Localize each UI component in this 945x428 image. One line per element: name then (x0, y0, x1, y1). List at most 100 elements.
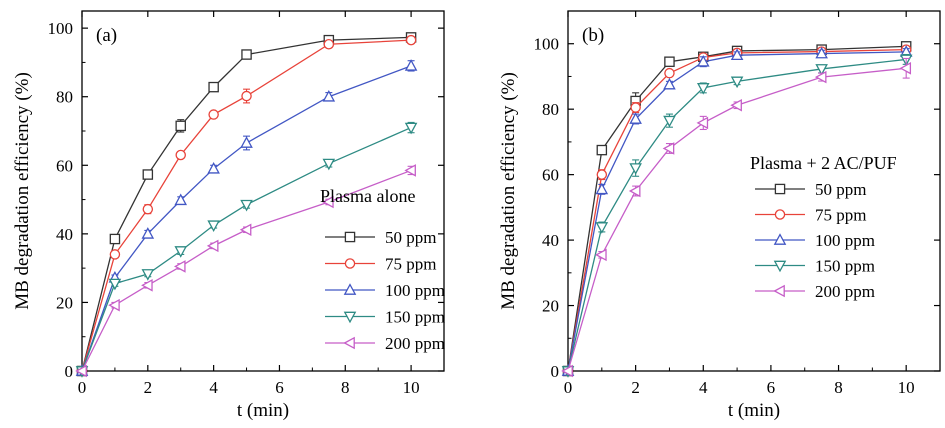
series-line (567, 51, 907, 372)
y-tick-label: 60 (56, 156, 73, 175)
legend-marker (343, 283, 357, 295)
data-point (109, 233, 121, 245)
legend-marker (773, 284, 785, 298)
data-point (664, 67, 675, 79)
y-tick-label: 20 (56, 293, 73, 312)
series-100-ppm (75, 59, 418, 376)
data-point (404, 59, 418, 71)
series-line (81, 65, 412, 372)
legend-label: 50 ppm (815, 180, 866, 199)
legend-label: 150 ppm (385, 308, 445, 327)
y-tick-label: 20 (542, 297, 559, 316)
data-point (662, 142, 675, 155)
data-point (208, 109, 219, 120)
data-point (730, 76, 744, 89)
legend-item: 100 ppm (325, 281, 445, 300)
data-point (141, 269, 155, 281)
data-point (241, 90, 252, 102)
legend: Plasma alone 50 ppm 75 ppm 100 ppm 150 ppm 20… (320, 186, 445, 353)
legend: Plasma + 2 AC/PUF 50 ppm 75 ppm 100 ppm 150 … (750, 153, 897, 301)
data-point (596, 144, 608, 156)
data-point (174, 246, 188, 258)
y-tick-label: 0 (65, 362, 74, 381)
legend-item: 150 ppm (325, 308, 445, 327)
data-point (595, 248, 607, 262)
series-line (567, 67, 907, 372)
data-point (141, 227, 155, 239)
legend-label: 200 ppm (385, 334, 445, 353)
data-point (175, 149, 186, 161)
series-line (567, 48, 907, 372)
data-point (696, 83, 710, 95)
data-point (630, 102, 641, 113)
series-line (81, 126, 412, 372)
data-point (173, 260, 186, 273)
data-point (322, 158, 336, 171)
data-point (696, 116, 709, 130)
y-tick-label: 100 (48, 19, 74, 38)
x-tick-label: 8 (341, 378, 350, 397)
panel-label: (a) (96, 25, 117, 46)
data-point (241, 49, 252, 60)
series-line (567, 45, 907, 372)
y-tick-label: 80 (56, 88, 73, 107)
x-tick-label: 2 (144, 378, 153, 397)
data-point (240, 199, 253, 212)
x-tick-label: 8 (834, 378, 843, 397)
legend-label: 75 ppm (385, 255, 436, 274)
data-point (404, 122, 418, 135)
data-point (899, 61, 912, 75)
data-point (596, 169, 608, 180)
y-tick-label: 40 (56, 225, 73, 244)
legend-item: 150 ppm (755, 257, 875, 276)
legend-marker (344, 258, 356, 269)
data-point (629, 163, 642, 175)
x-tick-label: 10 (898, 378, 915, 397)
legend-title: Plasma alone (320, 186, 415, 206)
data-point (240, 136, 253, 148)
legend-marker (344, 231, 356, 243)
series-line (567, 58, 907, 372)
data-point (207, 161, 220, 174)
x-axis-title: t (min) (728, 400, 780, 421)
legend-item: 100 ppm (755, 231, 875, 250)
data-point (322, 89, 336, 102)
legend-item: 200 ppm (755, 282, 875, 301)
data-point (561, 364, 573, 378)
data-point (404, 164, 416, 177)
legend-item: 50 ppm (755, 180, 866, 199)
data-point (595, 222, 609, 234)
series-200-ppm (561, 57, 912, 378)
legend-marker (343, 336, 355, 350)
data-point (239, 223, 252, 237)
legend-item: 75 ppm (325, 255, 436, 274)
legend-label: 150 ppm (815, 257, 875, 276)
legend-label: 50 ppm (385, 228, 436, 247)
x-tick-label: 4 (699, 378, 708, 397)
x-tick-label: 4 (209, 378, 218, 397)
data-point (815, 64, 828, 76)
legend-marker (343, 311, 357, 324)
x-tick-label: 6 (275, 378, 284, 397)
data-point (323, 39, 335, 50)
data-point (629, 112, 642, 124)
data-point (207, 220, 220, 233)
series-line (81, 39, 412, 372)
data-point (174, 193, 188, 206)
legend-marker (774, 209, 786, 220)
series-150-ppm (75, 121, 418, 378)
y-tick-label: 80 (542, 100, 559, 119)
plot-frame (81, 10, 445, 372)
x-tick-label: 2 (631, 378, 640, 397)
x-tick-label: 0 (564, 378, 573, 397)
series-150-ppm (561, 53, 913, 378)
series-200-ppm (75, 164, 416, 378)
x-tick-label: 0 (78, 378, 87, 397)
legend-title: Plasma + 2 AC/PUF (750, 153, 897, 173)
x-tick-label: 10 (403, 378, 420, 397)
legend-marker (774, 183, 786, 195)
legend-label: 200 ppm (815, 282, 875, 301)
legend-label: 100 ppm (385, 281, 445, 300)
legend-marker (773, 260, 787, 273)
